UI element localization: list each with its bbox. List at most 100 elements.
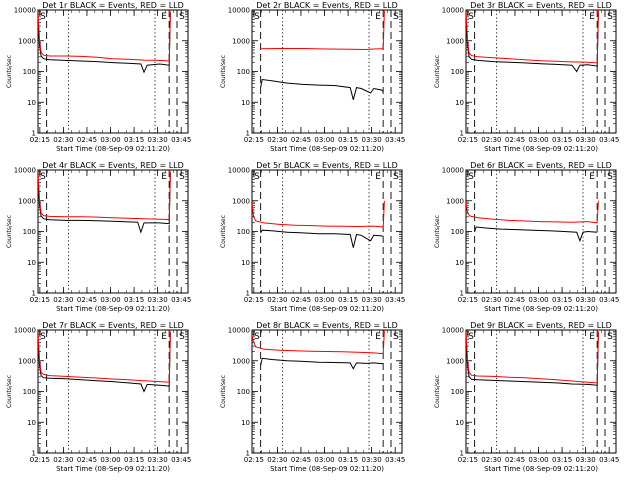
series-line-black [474,226,598,243]
x-tick-label: 02:45 [291,296,311,304]
y-axis-label: Counts/sec [220,55,227,88]
chart-panel-1: Det 1r BLACK = Events, RED = LLD 1 10 100 10… [6,1,191,153]
y-tick-label: 100 [451,68,464,76]
x-axis-label: Start Time (08-Sep-09 02:11:20) [484,305,598,313]
y-tick-label: 1 [32,130,36,138]
x-tick-label: 02:30 [267,456,287,464]
x-tick-label: 03:45 [385,456,405,464]
x-tick-label: 03:30 [576,296,596,304]
x-tick-label: 03:30 [148,456,168,464]
y-tick-label: 10 [455,259,464,267]
x-tick-label: 02:30 [53,136,73,144]
x-tick-label: 03:30 [362,456,382,464]
series-line-black [38,12,171,74]
x-tick-label: 02:15 [244,296,264,304]
annotation-label: E [161,12,167,22]
series-line-red [466,331,599,384]
x-tick-label: 02:30 [481,296,501,304]
y-tick-label: 10000 [14,167,36,175]
x-axis-label: Start Time (08-Sep-09 02:11:20) [270,465,384,473]
y-tick-label: 1000 [232,357,250,365]
series-line-black [466,12,599,73]
x-tick-label: 03:15 [124,296,144,304]
series-line-black [38,332,171,393]
chart-panel-6: Det 6r BLACK = Events, RED = LLD 1 10 100 10… [434,161,619,313]
annotation-label: S [254,172,260,182]
y-axis-label: Counts/sec [6,375,13,408]
series-line-red [38,11,171,62]
x-tick-label: 03:45 [171,136,191,144]
series-line-black [260,78,384,100]
plot-frame [465,329,617,454]
x-tick-label: 03:45 [171,296,191,304]
annotation-label: E [161,332,167,342]
y-tick-label: 10 [27,259,36,267]
x-tick-label: 03:15 [338,456,358,464]
x-tick-label: 02:15 [244,456,264,464]
y-tick-label: 1000 [446,37,464,45]
x-tick-label: 03:00 [528,296,548,304]
y-tick-label: 10000 [228,7,250,15]
series-line-black [466,332,599,386]
chart-title: Det 6r BLACK = Events, RED = LLD [470,161,612,170]
chart-title: Det 8r BLACK = Events, RED = LLD [256,321,398,330]
chart-title: Det 7r BLACK = Events, RED = LLD [42,321,184,330]
y-tick-label: 100 [451,388,464,396]
x-tick-label: 03:45 [599,296,619,304]
x-tick-label: 02:15 [30,456,50,464]
annotation-label: S [607,332,613,342]
annotation-label: E [161,172,167,182]
series-line-red [38,331,171,383]
annotation-label: E [589,332,595,342]
x-tick-label: 03:30 [148,296,168,304]
x-tick-label: 03:00 [100,136,120,144]
chart-title: Det 4r BLACK = Events, RED = LLD [42,161,184,170]
annotation-label: S [607,12,613,22]
x-axis-label: Start Time (08-Sep-09 02:11:20) [56,305,170,313]
y-tick-label: 1000 [232,37,250,45]
chart-panel-2: Det 2r BLACK = Events, RED = LLD 1 10 100 10… [220,1,405,153]
x-tick-label: 02:45 [505,296,525,304]
y-tick-label: 100 [451,228,464,236]
chart-title: Det 9r BLACK = Events, RED = LLD [470,321,612,330]
y-tick-label: 10000 [228,327,250,335]
y-tick-label: 10 [241,419,250,427]
plot-frame [465,9,617,134]
y-tick-label: 10000 [442,167,464,175]
y-tick-label: 10000 [442,327,464,335]
x-tick-label: 03:00 [314,296,334,304]
series-line-red [252,200,385,228]
y-tick-label: 1000 [18,357,36,365]
y-tick-label: 1000 [18,37,36,45]
x-tick-label: 03:15 [124,136,144,144]
chart-panel-8: Det 8r BLACK = Events, RED = LLD 1 10 100 10… [220,321,405,473]
y-axis-label: Counts/sec [434,55,441,88]
chart-panel-7: Det 7r BLACK = Events, RED = LLD 1 10 100 10… [6,321,191,473]
x-tick-label: 03:15 [552,136,572,144]
x-tick-label: 03:15 [124,456,144,464]
x-tick-label: 03:45 [599,456,619,464]
y-tick-label: 10000 [14,327,36,335]
x-tick-label: 02:30 [53,456,73,464]
chart-panel-5: Det 5r BLACK = Events, RED = LLD 1 10 100 10… [220,161,405,313]
annotation-label: S [607,172,613,182]
annotation-label: S [254,332,260,342]
x-tick-label: 02:45 [505,456,525,464]
annotation-label: S [393,172,399,182]
x-tick-label: 03:45 [599,136,619,144]
x-axis-label: Start Time (08-Sep-09 02:11:20) [56,465,170,473]
x-tick-label: 03:30 [148,136,168,144]
x-tick-label: 02:15 [244,136,264,144]
annotation-label: S [179,332,185,342]
annotation-label: S [468,172,474,182]
chart-panel-3: Det 3r BLACK = Events, RED = LLD 1 10 100 10… [434,1,619,153]
plot-frame [37,329,189,454]
chart-panel-9: Det 9r BLACK = Events, RED = LLD 1 10 100 10… [434,321,619,473]
plot-frame [37,9,189,134]
x-tick-label: 03:45 [171,456,191,464]
x-tick-label: 02:15 [458,456,478,464]
x-tick-label: 02:45 [505,136,525,144]
y-axis-label: Counts/sec [6,55,13,88]
x-axis-label: Start Time (08-Sep-09 02:11:20) [270,305,384,313]
